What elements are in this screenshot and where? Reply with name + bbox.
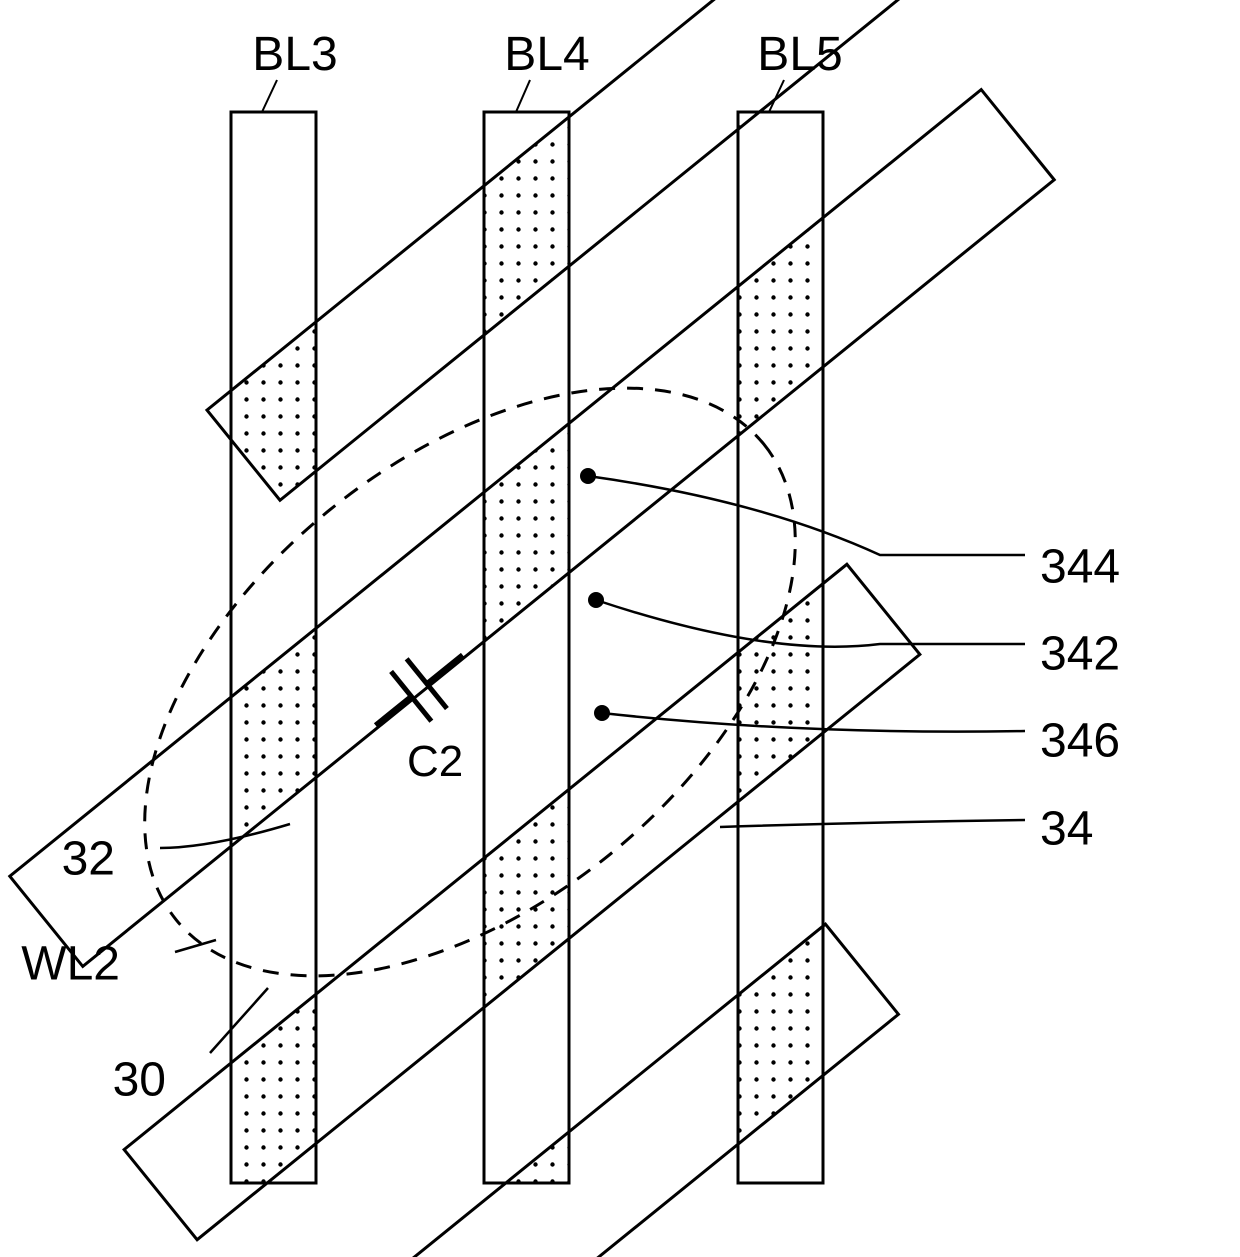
- annot-label-344: 344: [1040, 541, 1120, 594]
- label-bl5: BL5: [757, 28, 842, 81]
- label-bl4: BL4: [504, 28, 589, 81]
- annot-dot-344: [580, 468, 596, 484]
- annot-leader-32: [160, 824, 290, 848]
- annot-label-30: 30: [113, 1054, 166, 1107]
- annot-label-342: 342: [1040, 628, 1120, 681]
- leader-bl4: [516, 80, 530, 112]
- annot-label-34: 34: [1040, 803, 1093, 856]
- annot-leader-34: [720, 820, 1025, 827]
- top-labels: BL3 BL4 BL5: [252, 28, 842, 112]
- label-bl3: BL3: [252, 28, 337, 81]
- annot-label-346: 346: [1040, 715, 1120, 768]
- annot-label-WL2: WL2: [21, 938, 120, 991]
- annot-leader-344: [588, 476, 1025, 555]
- annot-label-32: 32: [62, 833, 115, 886]
- capacitor-label: C2: [407, 737, 463, 786]
- annot-dot-342: [588, 592, 604, 608]
- leader-bl5: [769, 80, 784, 112]
- annot-dot-346: [594, 705, 610, 721]
- leader-bl3: [262, 80, 277, 112]
- annot-leader-WL2: [175, 940, 216, 952]
